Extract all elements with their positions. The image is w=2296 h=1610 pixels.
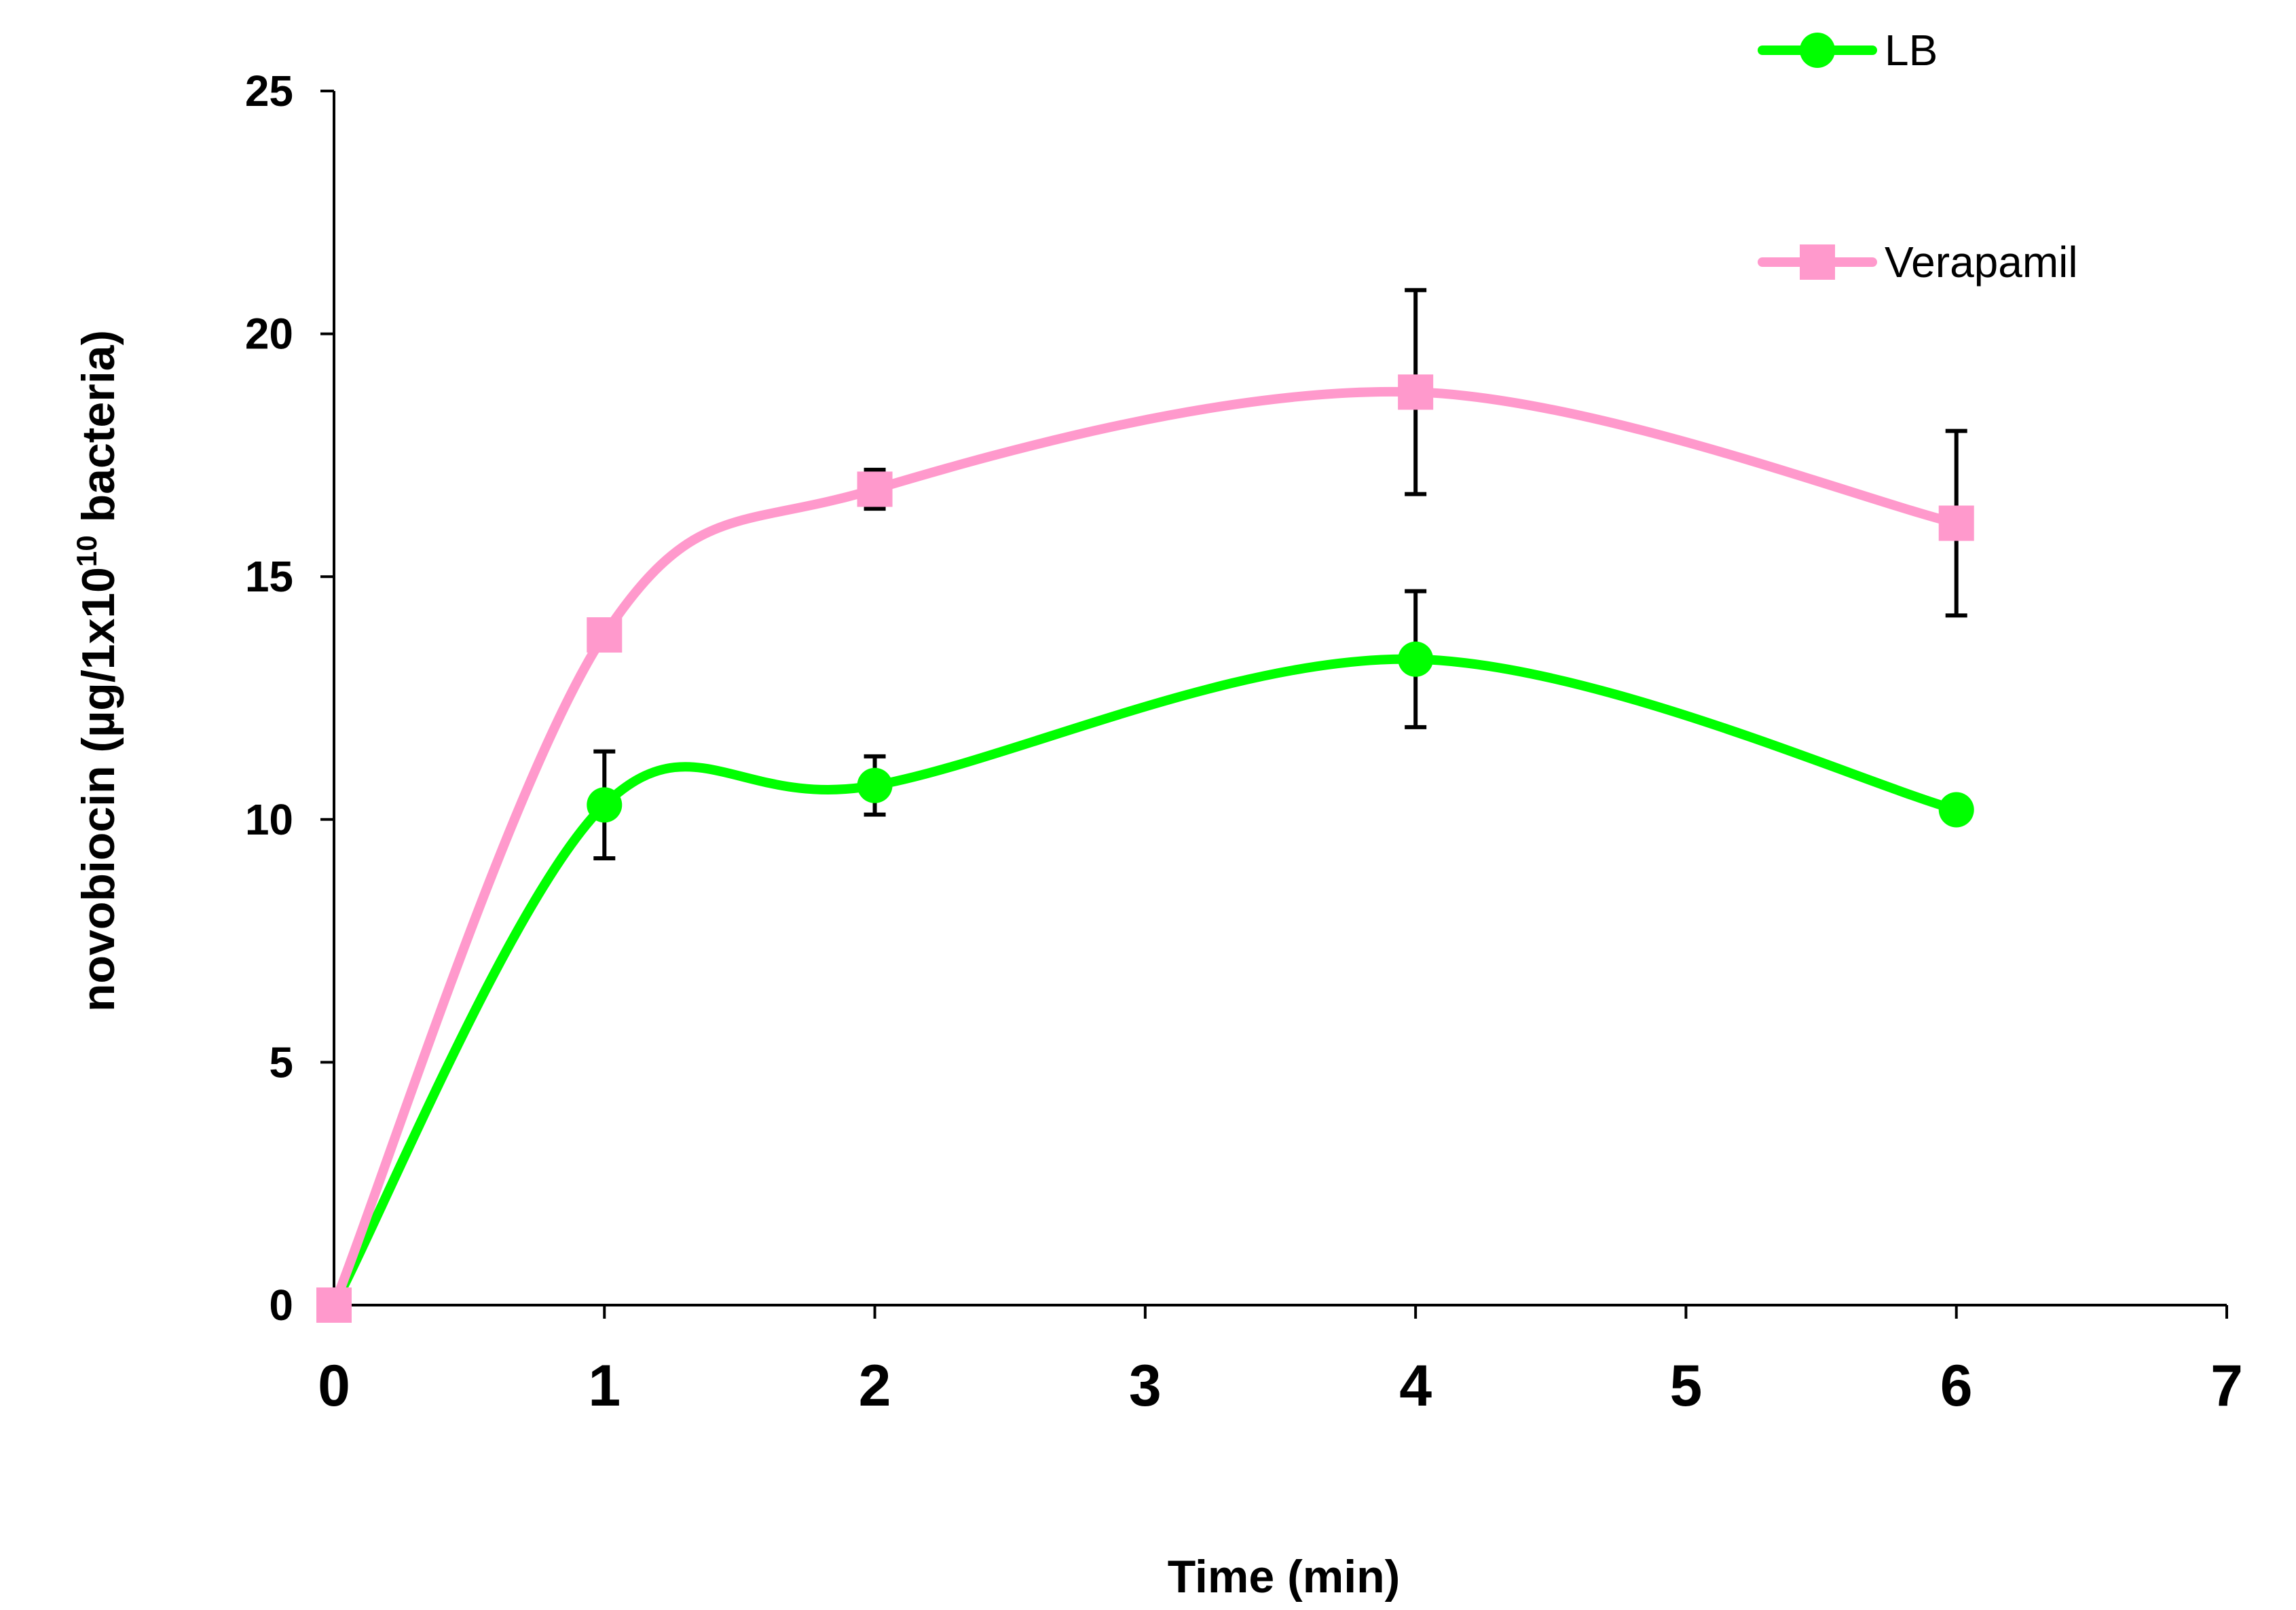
legend-item-lb: LB [1758, 26, 1938, 75]
legend-label: LB [1885, 26, 1938, 75]
y-tick-label: 25 [245, 67, 293, 115]
y-tick-label: 10 [245, 795, 293, 844]
error-bars [593, 288, 1967, 861]
y-axis-title-superscript: 10 [71, 535, 103, 567]
legend-item-verapamil: Verapamil [1758, 238, 2078, 287]
x-tick-label: 4 [1399, 1353, 1432, 1419]
series-markers [316, 374, 1974, 1323]
data-point-lb [857, 767, 893, 803]
data-point-lb [1938, 792, 1974, 828]
data-point-verapamil [316, 1287, 352, 1323]
y-axis-title-suffix: bacteria) [73, 330, 124, 535]
series-line-verapamil [329, 386, 1961, 1310]
y-axis-title: novobiocin (µg/1x1010 bacteria) [71, 330, 124, 1012]
x-tick-label: 6 [1940, 1353, 1973, 1419]
x-tick-label: 2 [859, 1353, 891, 1419]
data-point-verapamil [857, 471, 893, 507]
x-tick-label: 7 [2210, 1353, 2243, 1419]
data-point-lb [587, 787, 623, 823]
legend: LB Verapamil [1758, 26, 2078, 287]
y-ticks: 0 5 10 15 20 25 [245, 67, 334, 1330]
x-tick-label: 0 [318, 1353, 350, 1419]
x-axis-title: Time (min) [1168, 1551, 1401, 1603]
data-point-verapamil [587, 617, 623, 653]
x-tick-label: 3 [1129, 1353, 1162, 1419]
y-tick-label: 5 [269, 1038, 293, 1086]
series-line-lb [329, 654, 1961, 1310]
plot-area [316, 288, 1974, 1323]
x-tick-label: 5 [1670, 1353, 1703, 1419]
legend-marker-verapamil [1800, 244, 1835, 280]
data-point-verapamil [1398, 374, 1434, 410]
series-lines [329, 386, 1961, 1310]
y-tick-label: 20 [245, 310, 293, 359]
y-tick-label: 15 [245, 552, 293, 601]
x-tick-label: 1 [588, 1353, 621, 1419]
axes: 0 5 10 15 20 25 0 1 2 3 4 5 6 7 [245, 67, 2243, 1419]
data-point-lb [1398, 641, 1434, 677]
y-tick-label: 0 [269, 1281, 293, 1330]
legend-label: Verapamil [1885, 238, 2078, 287]
x-ticks: 0 1 2 3 4 5 6 7 [318, 1305, 2243, 1419]
y-axis-title-prefix: novobiocin (µg/1x10 [73, 567, 124, 1012]
data-point-verapamil [1938, 505, 1974, 541]
legend-marker-lb [1800, 33, 1835, 68]
